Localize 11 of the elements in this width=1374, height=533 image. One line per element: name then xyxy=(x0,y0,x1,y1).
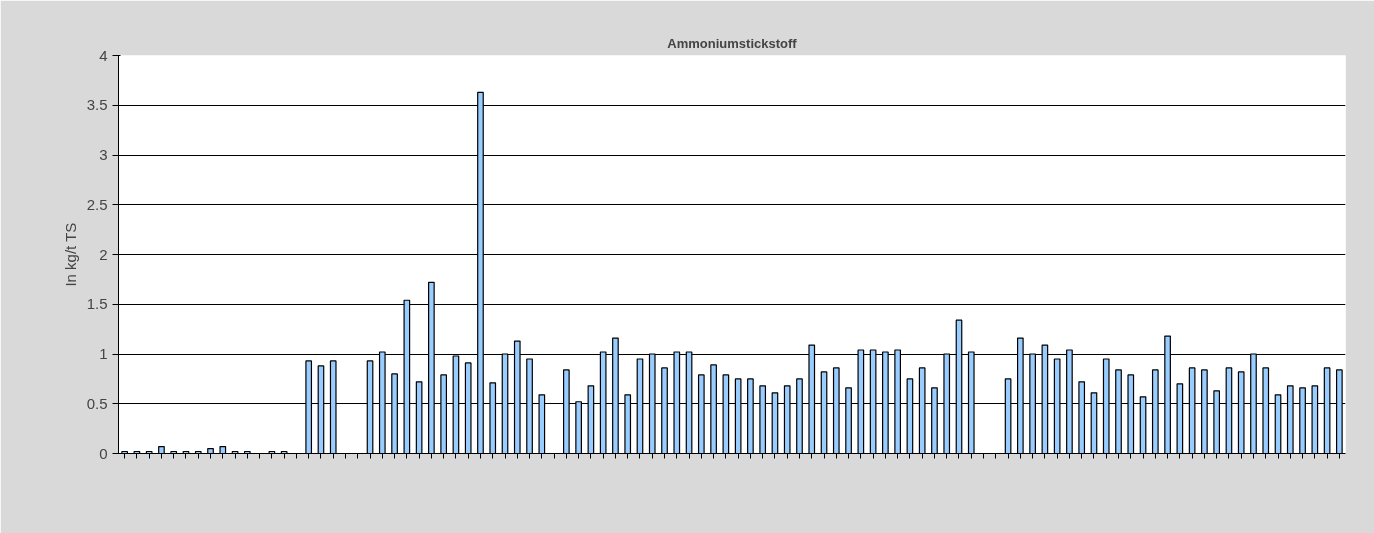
y-tick-label: 3 xyxy=(99,146,108,163)
y-tick-label: 2 xyxy=(99,245,108,263)
y-tick-label: 2.5 xyxy=(86,195,108,213)
chart-title: Ammoniumstickstoff xyxy=(667,35,798,51)
y-tick-label: 1.5 xyxy=(86,295,108,313)
y-axis-title: In kg/t TS xyxy=(61,222,79,287)
y-tick-label: 4 xyxy=(99,46,108,64)
y-tick-label: 3.5 xyxy=(86,96,108,114)
y-tick-label: 1 xyxy=(99,345,108,362)
y-tick-label: 0 xyxy=(99,444,108,462)
y-tick-label: 0.5 xyxy=(86,394,108,412)
